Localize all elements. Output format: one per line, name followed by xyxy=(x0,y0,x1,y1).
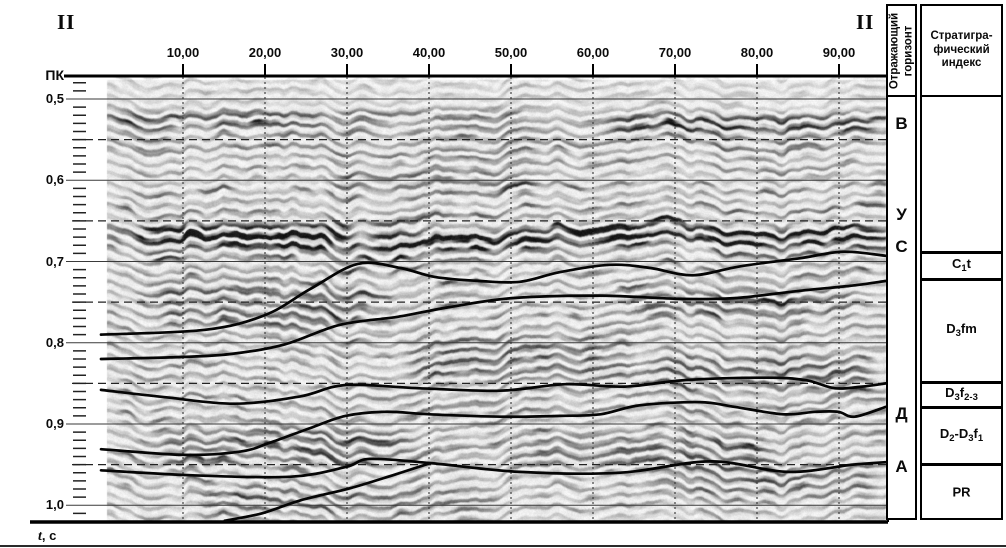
picket-tick-label: 30,00 xyxy=(330,45,364,60)
horizon-letter-А: А xyxy=(895,457,908,476)
stratigraphic-index-column-header: Стратигра- фический индекс xyxy=(920,4,1003,97)
horizon-letter-Д: Д xyxy=(895,404,908,423)
seismic-image xyxy=(95,76,888,522)
horizon-letter-С: С xyxy=(895,237,908,256)
strat-box-divider xyxy=(922,251,1001,254)
stratigraphic-index-column: C1t D3fm D3f2-3 D2-D3f1 PR xyxy=(920,95,1003,520)
time-symbol: t xyxy=(38,529,42,544)
strat-box-divider xyxy=(922,381,1001,384)
picket-tick-label: 70,00 xyxy=(658,45,692,60)
picket-tick-label: 50,00 xyxy=(494,45,528,60)
time-axis-unit-label: t, с xyxy=(38,528,56,545)
strat-box-divider xyxy=(922,406,1001,409)
reflecting-horizon-column-header: Отражающий горизонт xyxy=(886,4,917,97)
strat-index-label: D3f2-3 xyxy=(945,384,978,403)
figure-bottom-rule xyxy=(0,545,1006,547)
time-tick-label: 0,5 xyxy=(45,91,64,106)
time-tick-label: 0,7 xyxy=(45,253,64,269)
profile-marker-right: II xyxy=(856,10,875,34)
time-tick-label: 0,6 xyxy=(45,172,64,188)
picket-tick-label: 90,00 xyxy=(822,45,856,60)
strat-index-label: C1t xyxy=(951,255,972,274)
strat-index-label: D2-D3f1 xyxy=(939,425,984,444)
strat-index-label: D3fm xyxy=(946,320,977,339)
profile-marker-left: II xyxy=(57,10,76,34)
horizon-letter-У: У xyxy=(896,205,907,224)
reflecting-horizon-header-text: Отражающий горизонт xyxy=(888,12,915,89)
picket-tick-label: 60,00 xyxy=(576,45,610,60)
time-tick-label: 0,9 xyxy=(45,416,64,431)
strat-box-divider xyxy=(922,278,1001,281)
time-tick-label: 0,8 xyxy=(45,334,64,350)
time-tick-label: 1,0 xyxy=(45,497,64,513)
picket-axis-label: ПК xyxy=(45,67,64,83)
picket-tick-label: 40,00 xyxy=(412,45,446,60)
horizon-letter-В: В xyxy=(895,114,908,133)
strat-box-divider xyxy=(922,463,1001,466)
picket-tick-label: 80,00 xyxy=(740,45,774,60)
time-unit: , с xyxy=(41,528,57,543)
strat-index-label: PR xyxy=(952,484,971,500)
picket-tick-label: 20,00 xyxy=(248,45,282,60)
picket-tick-label: 10,00 xyxy=(166,45,200,60)
